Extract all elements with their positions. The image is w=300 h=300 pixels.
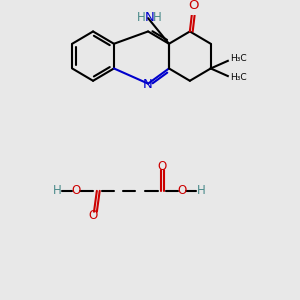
Text: H₃C: H₃C [230, 55, 246, 64]
Text: N: N [145, 11, 155, 24]
Text: H: H [153, 11, 162, 24]
Text: O: O [71, 184, 81, 197]
Text: H: H [137, 11, 146, 24]
Text: H: H [197, 184, 206, 197]
Text: O: O [88, 209, 98, 222]
Text: H₃C: H₃C [230, 74, 246, 82]
Text: O: O [158, 160, 167, 173]
Text: N: N [143, 78, 153, 91]
Text: O: O [188, 0, 198, 13]
Text: H: H [52, 184, 62, 197]
Text: O: O [178, 184, 187, 197]
